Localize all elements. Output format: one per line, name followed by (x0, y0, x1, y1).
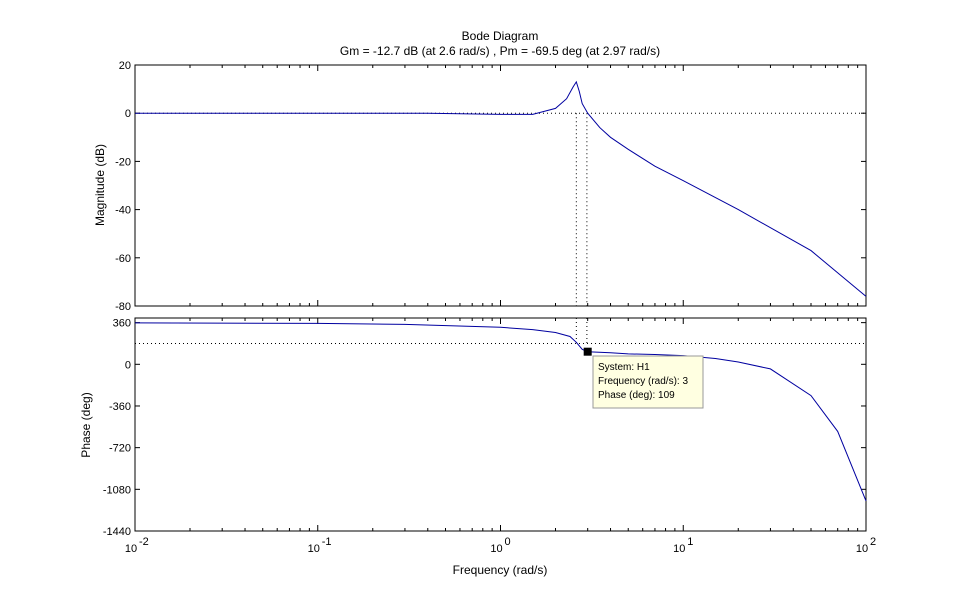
y-tick-label: 0 (125, 359, 131, 371)
x-tick-exponent: 2 (870, 536, 876, 548)
y-tick-label: 360 (113, 318, 131, 330)
y-tick-label: -720 (109, 443, 131, 455)
x-tick-label: 10 (673, 543, 685, 555)
frequency-xlabel: Frequency (rad/s) (453, 563, 548, 577)
magnitude-y-ticks: 20 0 -20 -40 -60 -80 (115, 60, 866, 313)
y-tick-label: -40 (115, 205, 131, 217)
magnitude-series-H1[interactable] (135, 80, 867, 297)
x-tick-label: 10 (856, 543, 868, 555)
phase-y-ticks: 360 0 -360 -720 -1080 -1440 (103, 318, 866, 538)
datatip-frequency: Frequency (rad/s): 3 (598, 376, 688, 387)
y-tick-label: 0 (125, 108, 131, 120)
chart-title: Bode Diagram (462, 29, 539, 43)
phase-x-ticks (134, 318, 859, 531)
y-tick-label: -80 (115, 301, 131, 313)
phase-series-H1[interactable] (134, 322, 867, 502)
datatip-box[interactable]: System: H1 Frequency (rad/s): 3 Phase (d… (592, 355, 704, 409)
x-tick-exponent: -2 (139, 536, 149, 548)
y-tick-label: -360 (109, 401, 131, 413)
datatip-system: System: H1 (598, 362, 650, 373)
phase-ylabel: Phase (deg) (79, 392, 93, 457)
y-tick-label: 20 (119, 60, 131, 72)
y-tick-label: -20 (115, 156, 131, 168)
x-tick-label: 10 (490, 543, 502, 555)
x-tick-exponent: 0 (505, 536, 511, 548)
phase-axes-box (134, 317, 867, 532)
y-tick-label: -1080 (103, 484, 131, 496)
chart-subtitle: Gm = -12.7 dB (at 2.6 rad/s) , Pm = -69.… (340, 44, 660, 58)
magnitude-axes-box (134, 64, 867, 307)
magnitude-ylabel: Magnitude (dB) (93, 144, 107, 226)
x-tick-exponent: -1 (322, 536, 332, 548)
y-tick-label: -60 (115, 253, 131, 265)
x-tick-label: 10 (125, 543, 137, 555)
y-tick-label: -1440 (103, 526, 131, 538)
x-tick-exponent: 1 (687, 536, 693, 548)
magnitude-x-ticks (134, 65, 859, 306)
datatip-marker[interactable] (583, 347, 592, 356)
x-tick-label: 10 (308, 543, 320, 555)
datatip-phase: Phase (deg): 109 (598, 390, 675, 401)
